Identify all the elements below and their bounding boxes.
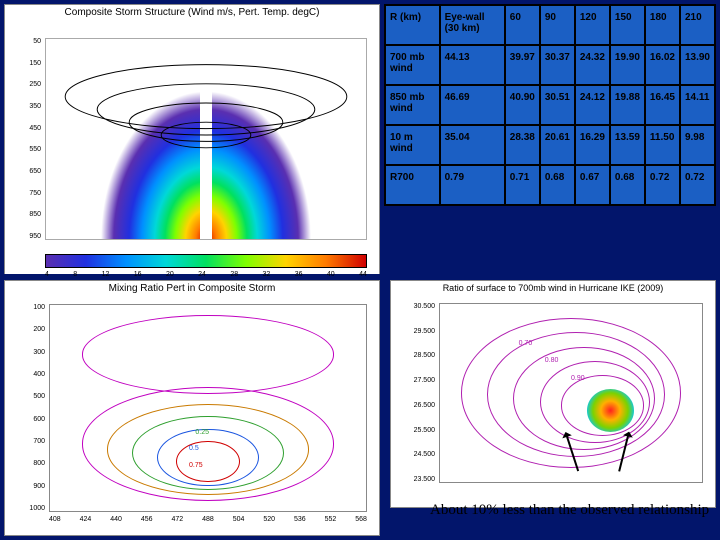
row-label: R700 [385, 165, 440, 205]
row-label: 700 mb wind [385, 45, 440, 85]
cell: 0.68 [540, 165, 575, 205]
chart-title: Ratio of surface to 700mb wind in Hurric… [391, 281, 715, 295]
cell: 19.88 [610, 85, 645, 125]
cell: 35.04 [440, 125, 505, 165]
y-axis-ticks: 100 200 300 400 500 600 700 800 900 1000 [9, 304, 45, 512]
contour-label: 0.5 [189, 445, 199, 452]
cell: 19.90 [610, 45, 645, 85]
mixing-ratio-chart: Mixing Ratio Pert in Composite Storm 100… [4, 280, 380, 536]
cell: 30.37 [540, 45, 575, 85]
chart-body: 50 150 250 350 450 550 650 750 850 950 4… [5, 20, 379, 274]
table-body: 700 mb wind44.1339.9730.3724.3219.9016.0… [385, 45, 715, 205]
chart-title: Composite Storm Structure (Wind m/s, Per… [5, 5, 379, 20]
table-row: 850 mb wind46.6940.9030.5124.1219.8816.4… [385, 85, 715, 125]
surface-ratio-chart: Ratio of surface to 700mb wind in Hurric… [390, 280, 716, 508]
contours: 0.25 0.5 0.75 [50, 305, 366, 511]
cell: 28.38 [505, 125, 540, 165]
contour-label: 0.75 [189, 462, 203, 469]
cell: 16.02 [645, 45, 680, 85]
row-label: 10 m wind [385, 125, 440, 165]
col-header: 120 [575, 5, 610, 45]
col-header: 210 [680, 5, 715, 45]
cell: 0.72 [680, 165, 715, 205]
contour-line [176, 441, 239, 482]
col-header: Eye-wall (30 km) [440, 5, 505, 45]
cell: 46.69 [440, 85, 505, 125]
col-header: 180 [645, 5, 680, 45]
col-header: 90 [540, 5, 575, 45]
cell: 9.98 [680, 125, 715, 165]
contour-line [82, 315, 335, 393]
col-header: 150 [610, 5, 645, 45]
cell: 0.79 [440, 165, 505, 205]
x-axis-ticks: 408 424 440 456 472 488 504 520 536 552 … [49, 516, 367, 528]
cell: 16.45 [645, 85, 680, 125]
chart-body: 30.500 29.500 28.500 27.500 26.500 25.50… [391, 295, 715, 507]
cell: 44.13 [440, 45, 505, 85]
colorbar [45, 254, 367, 268]
cell: 0.71 [505, 165, 540, 205]
contour-label: 0.80 [545, 357, 559, 364]
table-row: 10 m wind35.0428.3820.6116.2913.5911.509… [385, 125, 715, 165]
cell: 30.51 [540, 85, 575, 125]
cell: 14.11 [680, 85, 715, 125]
cell: 0.72 [645, 165, 680, 205]
y-axis-ticks: 30.500 29.500 28.500 27.500 26.500 25.50… [395, 303, 435, 483]
plot-area: 0.25 0.5 0.75 [49, 304, 367, 512]
col-header: 60 [505, 5, 540, 45]
cell: 40.90 [505, 85, 540, 125]
table-row: R7000.790.710.680.670.680.720.72 [385, 165, 715, 205]
cell: 24.32 [575, 45, 610, 85]
cell: 11.50 [645, 125, 680, 165]
contour-label: 0.90 [571, 375, 585, 382]
caption-text: About 10% less than the observed relatio… [430, 502, 709, 519]
cell: 13.90 [680, 45, 715, 85]
table-header-row: R (km) Eye-wall (30 km) 60 90 120 150 18… [385, 5, 715, 45]
table-row: 700 mb wind44.1339.9730.3724.3219.9016.0… [385, 45, 715, 85]
contour-label: 0.25 [195, 429, 209, 436]
composite-storm-chart: Composite Storm Structure (Wind m/s, Per… [4, 4, 380, 274]
cell: 0.67 [575, 165, 610, 205]
cell: 20.61 [540, 125, 575, 165]
cell: 39.97 [505, 45, 540, 85]
chart-body: 100 200 300 400 500 600 700 800 900 1000… [5, 296, 379, 536]
cell: 0.68 [610, 165, 645, 205]
wind-ratio-table: R (km) Eye-wall (30 km) 60 90 120 150 18… [384, 4, 716, 206]
rainbow-contour-fill [45, 38, 367, 240]
cell: 16.29 [575, 125, 610, 165]
chart-title: Mixing Ratio Pert in Composite Storm [5, 281, 379, 296]
col-header: R (km) [385, 5, 440, 45]
contour-label: 0.70 [519, 340, 533, 347]
cell: 24.12 [575, 85, 610, 125]
y-axis-ticks: 50 150 250 350 450 550 650 750 850 950 [11, 38, 41, 240]
cell: 13.59 [610, 125, 645, 165]
plot-area: 0.70 0.80 0.90 [439, 303, 703, 483]
row-label: 850 mb wind [385, 85, 440, 125]
